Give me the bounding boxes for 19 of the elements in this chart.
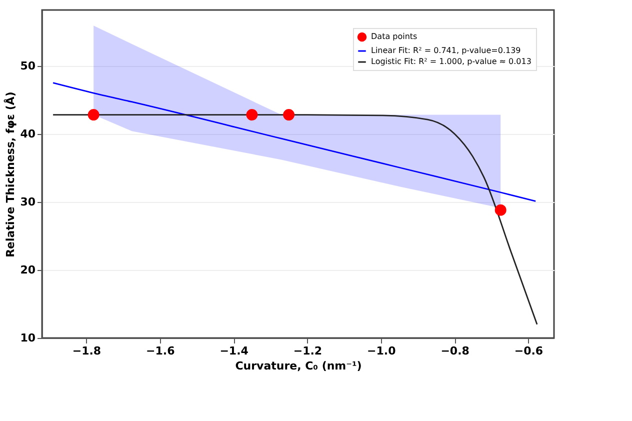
y-tick-label: 30 xyxy=(20,195,36,208)
line-series xyxy=(52,114,538,326)
x-tick-label: −0.6 xyxy=(514,344,544,358)
y-axis-title: Relative Thickness, fφε (Å) xyxy=(3,92,18,258)
y-tick-label: 40 xyxy=(20,127,36,140)
y-tick-label: 50 xyxy=(20,59,36,72)
y-tick-label: 10 xyxy=(20,332,36,344)
x-tick-label: −0.8 xyxy=(440,344,470,358)
x-tick-label: −1.6 xyxy=(146,344,176,358)
legend-label: Data points xyxy=(371,32,418,41)
x-axis-title: Curvature, C₀ (nm⁻¹) xyxy=(235,360,362,372)
x-tick-label: −1.0 xyxy=(367,344,396,358)
x-tick-label: −1.2 xyxy=(293,344,322,358)
legend-label: Logistic Fit: R² = 1.000, p-value ≈ 0.013 xyxy=(371,57,532,66)
legend-label: Linear Fit: R² = 0.741, p-value=0.139 xyxy=(371,46,521,55)
line-series xyxy=(52,82,536,202)
x-tick-label: −1.4 xyxy=(220,344,249,358)
y-tick-label: 20 xyxy=(20,263,36,276)
x-tick-label: −1.8 xyxy=(72,344,102,358)
